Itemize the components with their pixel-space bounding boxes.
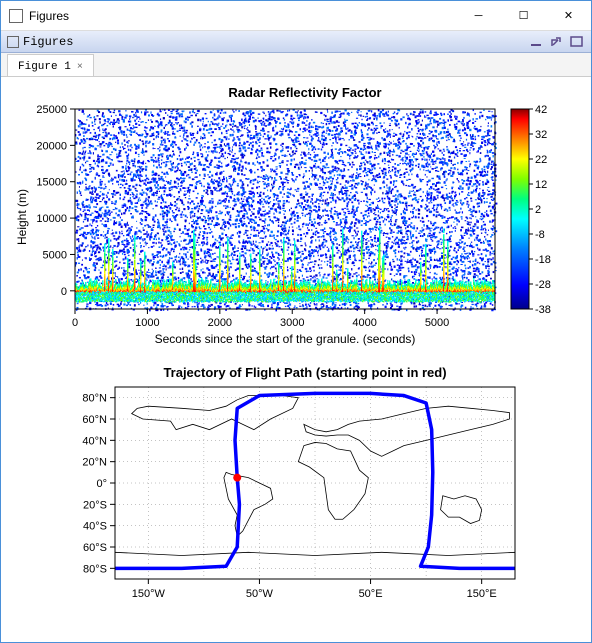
tab-close-icon[interactable]: × <box>77 62 83 73</box>
tab-label: Figure 1 <box>18 61 71 73</box>
window-title: Figures <box>29 9 456 23</box>
tabbar: Figure 1 × <box>1 53 591 77</box>
titlebar[interactable]: Figures ─ ☐ ✕ <box>1 1 591 31</box>
app-icon <box>7 36 19 48</box>
figure-content: Radar Reflectivity Factor Height (m) 050… <box>1 77 591 642</box>
chart1-title: Radar Reflectivity Factor <box>95 85 515 100</box>
chart2-title: Trajectory of Flight Path (starting poin… <box>95 365 515 380</box>
toolbar-label: Figures <box>23 35 525 49</box>
chart2-plot: 80°S60°S40°S20°S0°20°N40°N60°N80°N150°W5… <box>15 381 575 631</box>
inner-toolbar: Figures <box>1 31 591 53</box>
dock-icon[interactable] <box>549 35 565 49</box>
close-button[interactable]: ✕ <box>546 2 591 30</box>
figure-area: Radar Reflectivity Factor Height (m) 050… <box>15 85 581 632</box>
minimize-button[interactable]: ─ <box>456 2 501 30</box>
tab-figure-1[interactable]: Figure 1 × <box>7 54 94 76</box>
figures-window: Figures ─ ☐ ✕ Figures Figure 1 × Radar R… <box>0 0 592 643</box>
chart1-plot: 0500010000150002000025000010002000300040… <box>15 99 575 369</box>
maximize-button[interactable]: ☐ <box>501 2 546 30</box>
window-controls: ─ ☐ ✕ <box>456 2 591 30</box>
minimize-panel-icon[interactable] <box>529 35 545 49</box>
maximize-panel-icon[interactable] <box>569 35 585 49</box>
app-icon <box>9 9 23 23</box>
